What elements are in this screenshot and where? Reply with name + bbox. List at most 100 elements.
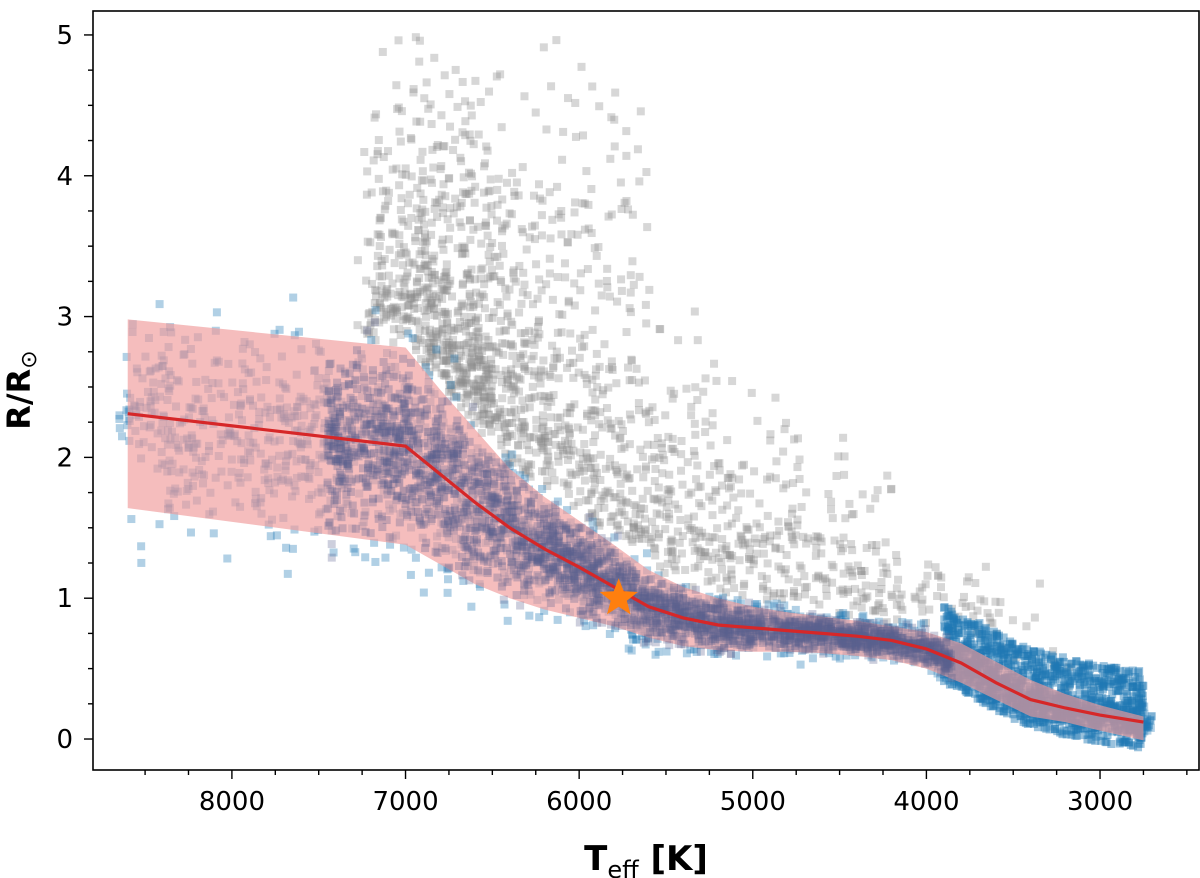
gray-point (795, 455, 804, 464)
gray-point (470, 419, 479, 428)
gray-point (822, 591, 831, 600)
gray-point (501, 339, 510, 348)
gray-point (708, 511, 717, 520)
gray-point (665, 509, 674, 518)
gray-point (503, 309, 512, 318)
gray-point (784, 521, 793, 530)
blue-point (1076, 674, 1085, 683)
gray-point (603, 416, 612, 425)
gray-point (534, 316, 543, 325)
gray-point (543, 476, 552, 485)
blue-point (1066, 664, 1075, 673)
gray-point (711, 548, 720, 557)
gray-point (487, 387, 496, 396)
gray-point (653, 496, 662, 505)
blue-point (1086, 730, 1095, 739)
blue-point (535, 613, 544, 622)
gray-point (427, 273, 436, 282)
gray-point (759, 549, 768, 558)
blue-point (982, 646, 991, 655)
blue-point (987, 696, 996, 705)
gray-point (627, 355, 636, 364)
gray-point (623, 499, 632, 508)
blue-point (898, 618, 907, 627)
gray-point (615, 508, 624, 517)
gray-point (839, 569, 848, 578)
gray-point (481, 373, 490, 382)
gray-point (882, 618, 891, 627)
blue-point (954, 629, 963, 638)
blue-point (1055, 657, 1064, 666)
blue-point (1128, 682, 1137, 691)
gray-point (450, 392, 459, 401)
gray-point (829, 563, 838, 572)
blue-point (1099, 682, 1108, 691)
gray-point (606, 424, 615, 433)
gray-point (480, 410, 489, 419)
gray-point (538, 424, 547, 433)
gray-point (425, 344, 434, 353)
blue-point (984, 633, 993, 642)
gray-point (645, 534, 654, 543)
gray-point (563, 238, 572, 247)
gray-point (353, 256, 362, 265)
gray-point (843, 588, 852, 597)
blue-point (904, 623, 913, 632)
gray-point (420, 94, 429, 103)
gray-point (496, 70, 505, 79)
gray-point (509, 268, 518, 277)
gray-point (592, 251, 601, 260)
gray-point (658, 498, 667, 507)
gray-point (530, 371, 539, 380)
gray-point (570, 279, 579, 288)
gray-point (859, 595, 868, 604)
gray-point (414, 334, 423, 343)
gray-point (415, 36, 424, 45)
gray-point (822, 577, 831, 586)
gray-point (641, 465, 650, 474)
gray-point (481, 332, 490, 341)
gray-point (617, 444, 626, 453)
gray-point (497, 378, 506, 387)
gray-point (503, 371, 512, 380)
gray-point (465, 216, 474, 225)
gray-point (579, 131, 588, 140)
gray-point (714, 554, 723, 563)
gray-point (467, 297, 476, 306)
gray-point (651, 544, 660, 553)
gray-point (917, 599, 926, 608)
gray-point (708, 555, 717, 564)
gray-point (420, 229, 429, 238)
gray-point (440, 272, 449, 281)
gray-point (451, 135, 460, 144)
gray-point (665, 515, 674, 524)
blue-point (642, 549, 651, 558)
gray-point (688, 583, 697, 592)
blue-point (966, 633, 975, 642)
gray-point (434, 276, 443, 285)
blue-point (1073, 668, 1082, 677)
blue-point (974, 643, 983, 652)
blue-point (994, 631, 1003, 640)
gray-point (367, 188, 376, 197)
gray-point (531, 367, 540, 376)
blue-point (1135, 682, 1144, 691)
blue-point (1011, 660, 1020, 669)
gray-point (793, 578, 802, 587)
gray-point (520, 339, 529, 348)
gray-point (385, 245, 394, 254)
gray-point (403, 301, 412, 310)
gray-point (766, 430, 775, 439)
blue-point (1142, 718, 1151, 727)
blue-point (963, 619, 972, 628)
blue-point (1119, 674, 1128, 683)
gray-point (577, 343, 586, 352)
blue-point (962, 688, 971, 697)
gray-point (485, 420, 494, 429)
gray-point (423, 261, 432, 270)
blue-point (1137, 688, 1146, 697)
gray-point (363, 237, 372, 246)
gray-point (674, 504, 683, 513)
blue-point (1068, 691, 1077, 700)
gray-point (583, 265, 592, 274)
